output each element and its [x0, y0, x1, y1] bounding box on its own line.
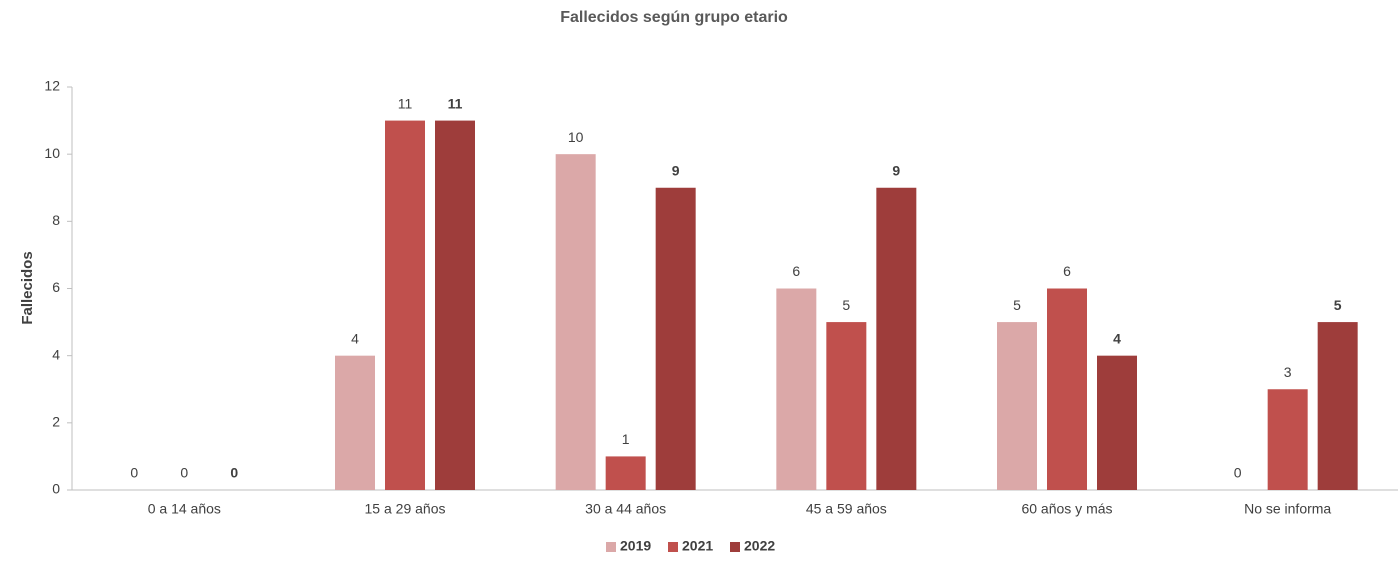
y-tick-label: 2 — [52, 414, 60, 430]
legend-swatch — [730, 542, 740, 552]
data-label: 3 — [1284, 364, 1292, 380]
bar — [1097, 355, 1137, 490]
data-label: 6 — [1063, 263, 1071, 279]
data-label: 10 — [568, 129, 584, 145]
data-label: 9 — [672, 162, 680, 178]
legend-label: 2021 — [682, 538, 713, 554]
bar — [385, 120, 425, 490]
data-label: 5 — [1013, 297, 1021, 313]
x-tick-label: No se informa — [1244, 501, 1331, 517]
legend-label: 2019 — [620, 538, 651, 554]
x-tick-label: 30 a 44 años — [585, 501, 666, 517]
data-label: 0 — [130, 465, 138, 481]
bar — [555, 154, 596, 490]
bar — [826, 322, 867, 490]
data-label: 11 — [448, 95, 463, 111]
data-label: 5 — [1334, 297, 1342, 313]
data-label: 4 — [1113, 330, 1121, 346]
legend-swatch — [606, 542, 616, 552]
bar — [655, 187, 696, 490]
y-tick-label: 8 — [52, 212, 60, 228]
x-tick-label: 60 años y más — [1021, 501, 1112, 517]
y-axis-label: Fallecidos — [19, 251, 36, 324]
x-tick-label: 15 a 29 años — [365, 501, 446, 517]
legend-label: 2022 — [744, 538, 775, 554]
y-tick-label: 12 — [44, 78, 60, 94]
data-label: 4 — [351, 330, 359, 346]
data-label: 0 — [180, 465, 188, 481]
x-tick-label: 45 a 59 años — [806, 501, 887, 517]
bar — [876, 187, 917, 490]
y-tick-label: 0 — [52, 481, 60, 497]
data-label: 9 — [892, 162, 900, 178]
legend-swatch — [668, 542, 678, 552]
y-tick-label: 10 — [44, 145, 60, 161]
bar — [997, 322, 1037, 490]
bar — [1047, 288, 1087, 490]
data-label: 5 — [842, 297, 850, 313]
bar — [1267, 389, 1308, 490]
y-tick-label: 6 — [52, 279, 60, 295]
bar — [605, 456, 646, 490]
bar — [776, 288, 817, 490]
data-label: 0 — [230, 465, 238, 481]
bar — [435, 120, 475, 490]
x-tick-label: 0 a 14 años — [148, 501, 221, 517]
y-tick-label: 4 — [52, 346, 60, 362]
bar — [1317, 322, 1358, 490]
bar — [335, 355, 375, 490]
data-label: 0 — [1234, 465, 1242, 481]
chart-title: Fallecidos según grupo etario — [560, 9, 788, 26]
data-label: 1 — [622, 431, 630, 447]
data-label: 6 — [792, 263, 800, 279]
data-label: 11 — [398, 95, 413, 111]
